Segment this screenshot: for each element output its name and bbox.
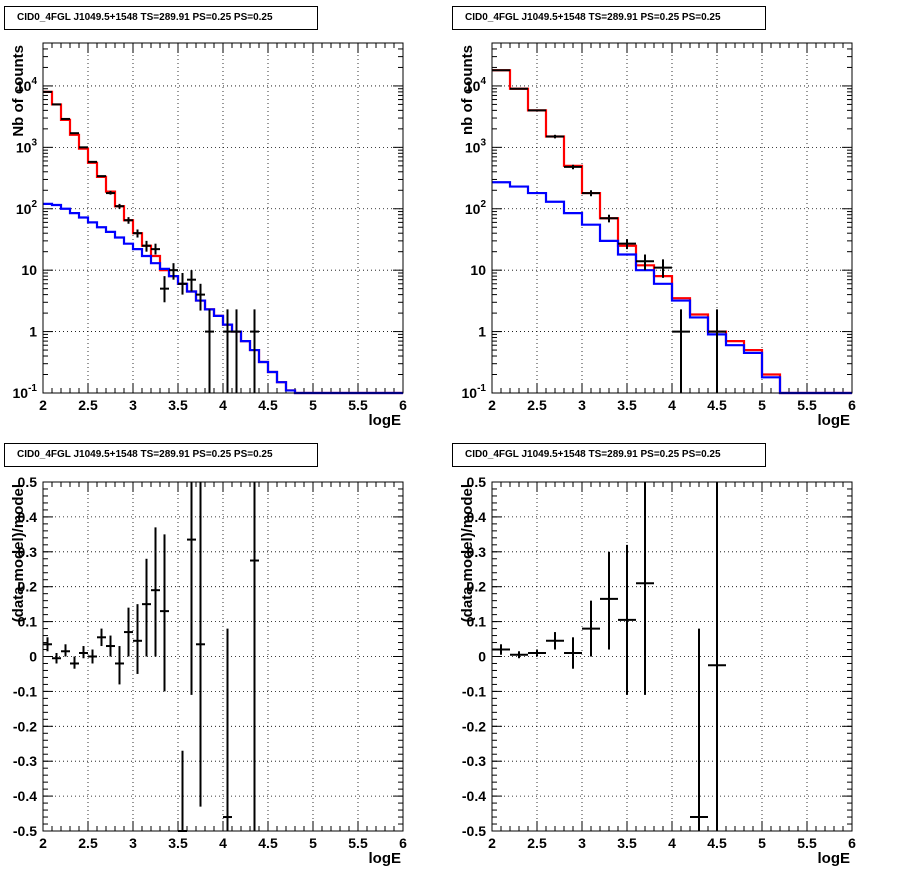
y-tick-label: -0.4 <box>462 788 486 804</box>
x-tick-label: 6 <box>399 397 407 413</box>
x-axis-label: logE <box>818 850 851 867</box>
x-tick-label: 6 <box>399 835 407 851</box>
x-tick-label: 2 <box>488 397 496 413</box>
panel-title-bottom-left: CID0_4FGL J1049.5+1548 TS=289.91 PS=0.25… <box>4 443 318 467</box>
y-tick-label: -0.1 <box>462 683 486 699</box>
y-tick-label: -0.3 <box>462 753 486 769</box>
y-tick-label: 103 <box>465 137 487 155</box>
y-tick-label: 0.5 <box>18 474 38 490</box>
x-axis-label: logE <box>369 850 402 867</box>
x-tick-label: 4.5 <box>258 835 278 851</box>
x-tick-label: 3 <box>578 397 586 413</box>
x-tick-label: 5.5 <box>348 397 368 413</box>
x-tick-label: 6 <box>848 397 856 413</box>
chart-panel-3: 2 2.5 3 3.5 4 4.5 5 5.5 6 -0.5 -0.4 -0.3 -0.2 -0.1 0 0.… <box>459 474 856 867</box>
x-tick-label: 3.5 <box>168 835 188 851</box>
x-tick-label: 3 <box>129 835 137 851</box>
x-tick-label: 2.5 <box>527 835 547 851</box>
x-tick-label: 2.5 <box>78 397 98 413</box>
x-tick-label: 5.5 <box>797 835 817 851</box>
panel-title-top-right: CID0_4FGL J1049.5+1548 TS=289.91 PS=0.25… <box>452 6 766 30</box>
y-tick-label: 10 <box>21 262 37 278</box>
x-tick-label: 4 <box>668 835 676 851</box>
x-tick-label: 3.5 <box>168 397 188 413</box>
x-tick-label: 5.5 <box>797 397 817 413</box>
y-axis-label: (data-model)/model <box>10 484 27 622</box>
y-tick-label: 104 <box>465 76 487 94</box>
x-tick-label: 5.5 <box>348 835 368 851</box>
y-tick-label: 104 <box>16 76 38 94</box>
plot-frame <box>42 481 404 832</box>
x-tick-label: 3 <box>129 397 137 413</box>
x-tick-label: 4.5 <box>258 397 278 413</box>
y-axis-label: nb of counts <box>459 45 476 135</box>
y-tick-label: 103 <box>16 137 38 155</box>
plot-frame <box>491 42 853 394</box>
panel-title-top-left: CID0_4FGL J1049.5+1548 TS=289.91 PS=0.25… <box>4 6 318 30</box>
y-tick-label: 0 <box>29 649 37 665</box>
y-tick-label: 10 <box>470 262 486 278</box>
x-tick-label: 4.5 <box>707 397 727 413</box>
y-tick-label: 0 <box>478 649 486 665</box>
component_model-histogram <box>43 202 403 395</box>
x-tick-label: 5 <box>758 835 766 851</box>
x-tick-label: 2 <box>488 835 496 851</box>
y-tick-label: 1 <box>478 324 486 340</box>
chart-panel-0: 2 2.5 3 3.5 4 4.5 5 5.5 6 10-1 1 10 102 103 104 logE Nb … <box>10 42 407 429</box>
x-tick-label: 4.5 <box>707 835 727 851</box>
x-tick-label: 2.5 <box>527 397 547 413</box>
x-tick-label: 5 <box>758 397 766 413</box>
x-tick-label: 6 <box>848 835 856 851</box>
y-tick-label: 0.1 <box>18 614 38 630</box>
y-tick-label: -0.5 <box>13 823 37 839</box>
y-tick-label: -0.2 <box>13 718 37 734</box>
y-tick-label: 102 <box>465 199 487 217</box>
y-tick-label: 0.3 <box>467 544 487 560</box>
x-tick-label: 2 <box>39 397 47 413</box>
chart-panel-1: 2 2.5 3 3.5 4 4.5 5 5.5 6 10-1 1 10 102 103 104 logE nb … <box>459 42 856 429</box>
y-tick-label: 0.4 <box>18 509 38 525</box>
plot-frame <box>491 481 853 832</box>
y-tick-label: -0.3 <box>13 753 37 769</box>
y-tick-label: 10-1 <box>13 383 38 401</box>
x-tick-label: 4 <box>668 397 676 413</box>
y-tick-label: 102 <box>16 199 38 217</box>
y-tick-label: 0.2 <box>467 579 487 595</box>
y-tick-label: -0.1 <box>13 683 37 699</box>
y-tick-label: 0.1 <box>467 614 487 630</box>
x-tick-label: 3.5 <box>617 835 637 851</box>
y-tick-label: 0.4 <box>467 509 487 525</box>
x-tick-label: 5 <box>309 835 317 851</box>
y-tick-label: -0.5 <box>462 823 486 839</box>
y-tick-label: 10-1 <box>462 383 487 401</box>
x-tick-label: 4 <box>219 397 227 413</box>
y-tick-label: -0.2 <box>462 718 486 734</box>
x-axis-label: logE <box>369 412 402 429</box>
x-tick-label: 3 <box>578 835 586 851</box>
chart-panel-2: 2 2.5 3 3.5 4 4.5 5 5.5 6 -0.5 -0.4 -0.3 -0.2 -0.1 0 0.… <box>10 474 407 867</box>
x-axis-label: logE <box>818 412 851 429</box>
y-tick-label: 0.5 <box>467 474 487 490</box>
y-tick-label: 0.3 <box>18 544 38 560</box>
x-tick-label: 3.5 <box>617 397 637 413</box>
panel-title-bottom-right: CID0_4FGL J1049.5+1548 TS=289.91 PS=0.25… <box>452 443 766 467</box>
y-axis-label: (data-model)/model <box>459 484 476 622</box>
x-tick-label: 2.5 <box>78 835 98 851</box>
x-tick-label: 2 <box>39 835 47 851</box>
y-tick-label: -0.4 <box>13 788 37 804</box>
y-tick-label: 1 <box>29 324 37 340</box>
x-tick-label: 5 <box>309 397 317 413</box>
x-tick-label: 4 <box>219 835 227 851</box>
y-axis-label: Nb of counts <box>10 45 27 137</box>
plot-frame <box>42 42 404 394</box>
y-tick-label: 0.2 <box>18 579 38 595</box>
component_model-histogram <box>492 181 852 395</box>
